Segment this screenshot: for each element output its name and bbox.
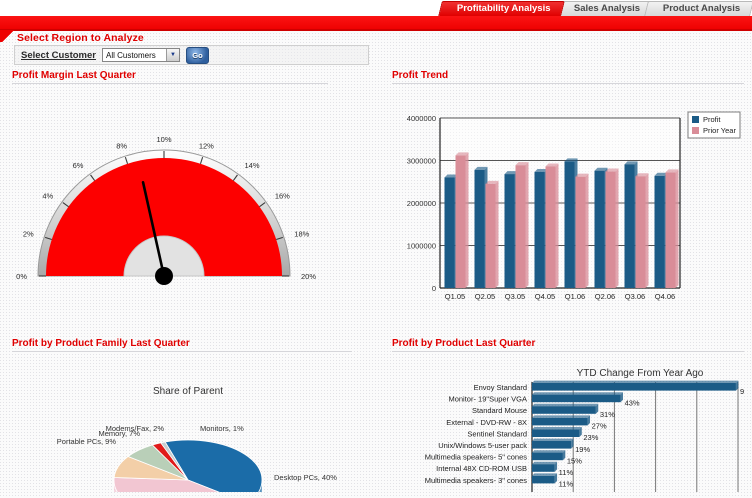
svg-text:16%: 16% — [275, 191, 290, 200]
tab-sales-analysis[interactable]: Sales Analysis — [555, 1, 654, 16]
svg-text:Q4.05: Q4.05 — [535, 292, 555, 301]
profit-by-product-family-panel: Profit by Product Family Last Quarter Sh… — [12, 338, 364, 498]
svg-text:27%: 27% — [592, 422, 607, 431]
svg-text:Q2.05: Q2.05 — [475, 292, 495, 301]
svg-text:Multimedia speakers- 5" cones: Multimedia speakers- 5" cones — [425, 453, 528, 462]
tab-label: Product Analysis — [663, 2, 740, 16]
svg-text:31%: 31% — [600, 410, 615, 419]
svg-text:23%: 23% — [583, 433, 598, 442]
svg-text:4%: 4% — [42, 191, 53, 200]
svg-text:20%: 20% — [301, 272, 316, 281]
panel-corner-decoration — [0, 30, 16, 42]
svg-text:Q2.06: Q2.06 — [595, 292, 615, 301]
svg-text:Profit: Profit — [703, 115, 721, 124]
profit-by-product-body: YTD Change From Year Ago Envoy Standard 99… — [392, 352, 744, 492]
profit-by-product-title: Profit by Product Last Quarter — [392, 338, 744, 349]
svg-text:0%: 0% — [16, 272, 27, 281]
select-customer-label: Select Customer — [21, 50, 96, 61]
svg-text:2%: 2% — [23, 230, 34, 239]
profit-by-product-panel: Profit by Product Last Quarter YTD Chang… — [392, 338, 744, 498]
profit-trend-chart[interactable]: 0 1000000 2000000 3000000 4000000 Q1.05 Q2.05 Q… — [392, 84, 744, 320]
svg-text:Monitors, 1%: Monitors, 1% — [200, 424, 244, 433]
svg-text:Q1.06: Q1.06 — [565, 292, 585, 301]
svg-text:Q3.05: Q3.05 — [505, 292, 525, 301]
profit-margin-body: 0% 2% 4% 6% 8% 10% 12% 14% 16% 18% 20% — [12, 84, 364, 320]
svg-text:4000000: 4000000 — [407, 114, 436, 123]
go-button[interactable]: Go — [186, 47, 209, 64]
customer-select[interactable]: All Customers ▼ — [102, 48, 180, 62]
svg-text:Sentinel Standard: Sentinel Standard — [467, 429, 527, 438]
svg-text:1000000: 1000000 — [407, 242, 436, 251]
svg-text:Q1.05: Q1.05 — [445, 292, 465, 301]
svg-text:Q4.06: Q4.06 — [655, 292, 675, 301]
svg-text:Prior Year: Prior Year — [703, 126, 736, 135]
svg-text:12%: 12% — [199, 142, 214, 151]
svg-text:11%: 11% — [559, 468, 574, 477]
svg-text:8%: 8% — [116, 142, 127, 151]
svg-text:Envoy Standard: Envoy Standard — [474, 383, 527, 392]
brand-banner — [0, 16, 752, 30]
svg-text:Internal 48X CD-ROM USB: Internal 48X CD-ROM USB — [436, 464, 527, 473]
profit-by-product-family-body: Share of Parent Desktop PCs, 40% Portable … — [12, 352, 364, 492]
svg-text:Multimedia speakers- 3" cones: Multimedia speakers- 3" cones — [425, 476, 528, 485]
svg-text:Portable PCs, 9%: Portable PCs, 9% — [57, 437, 117, 446]
svg-text:Modems/Fax, 2%: Modems/Fax, 2% — [106, 424, 165, 433]
svg-text:Desktop PCs, 40%: Desktop PCs, 40% — [274, 473, 337, 482]
svg-text:18%: 18% — [294, 230, 309, 239]
svg-text:6%: 6% — [73, 161, 84, 170]
svg-text:14%: 14% — [245, 161, 260, 170]
tab-label: Sales Analysis — [573, 2, 639, 16]
svg-text:YTD Change From Year Ago: YTD Change From Year Ago — [577, 368, 704, 379]
select-region-panel: Select Region to Analyze Select Customer… — [0, 30, 752, 68]
profit-margin-panel: Profit Margin Last Quarter 0% 2% 4% 6% 8% 10%… — [12, 70, 364, 332]
svg-text:Monitor- 19"Super VGA: Monitor- 19"Super VGA — [448, 395, 527, 404]
svg-text:2000000: 2000000 — [407, 199, 436, 208]
svg-text:15%: 15% — [567, 456, 582, 465]
customer-filter-bar: Select Customer All Customers ▼ Go — [14, 45, 369, 65]
profit-margin-gauge[interactable]: 0% 2% 4% 6% 8% 10% 12% 14% 16% 18% 20% — [12, 84, 364, 320]
ytd-change-bar-chart[interactable]: YTD Change From Year Ago Envoy Standard 99… — [392, 352, 744, 492]
svg-text:10%: 10% — [156, 135, 171, 144]
select-region-title: Select Region to Analyze — [17, 32, 144, 44]
tab-profitability-analysis[interactable]: Profitability Analysis — [438, 1, 564, 16]
profit-trend-body: 0 1000000 2000000 3000000 4000000 Q1.05 Q2.05 Q… — [392, 84, 744, 320]
tab-label: Profitability Analysis — [457, 2, 551, 16]
profit-trend-panel: Profit Trend 0 1000000 2000000 3000000 40000… — [392, 70, 744, 332]
svg-text:Share of Parent: Share of Parent — [153, 386, 223, 397]
svg-text:99%: 99% — [740, 387, 744, 396]
tab-product-analysis[interactable]: Product Analysis — [644, 1, 752, 16]
svg-text:Unix/Windows 5-user pack: Unix/Windows 5-user pack — [438, 441, 527, 450]
svg-text:11%: 11% — [559, 480, 574, 489]
svg-text:43%: 43% — [625, 398, 640, 407]
chevron-down-icon: ▼ — [166, 49, 179, 61]
svg-text:0: 0 — [432, 284, 436, 293]
customer-select-value: All Customers — [106, 51, 156, 60]
svg-text:External - DVD-RW - 8X: External - DVD-RW - 8X — [446, 418, 527, 427]
svg-text:3000000: 3000000 — [407, 157, 436, 166]
profit-trend-title: Profit Trend — [392, 70, 744, 81]
svg-text:Q3.06: Q3.06 — [625, 292, 645, 301]
share-of-parent-pie-chart[interactable]: Share of Parent Desktop PCs, 40% Portable … — [12, 352, 364, 492]
svg-text:Standard Mouse: Standard Mouse — [472, 406, 527, 415]
svg-text:19%: 19% — [575, 445, 590, 454]
profit-by-product-family-title: Profit by Product Family Last Quarter — [12, 338, 364, 349]
tab-strip: Profitability Analysis Sales Analysis Pr… — [0, 0, 752, 16]
profit-margin-title: Profit Margin Last Quarter — [12, 70, 364, 81]
tab-list: Profitability Analysis Sales Analysis Pr… — [446, 1, 752, 16]
